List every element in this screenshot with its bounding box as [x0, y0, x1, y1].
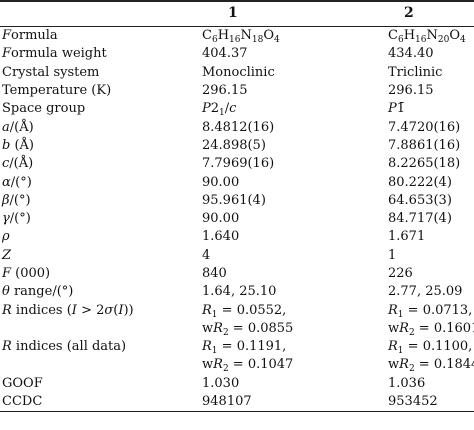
- header-compound-2: 2: [404, 5, 414, 21]
- table-row: F (000) 840 226: [0, 265, 474, 283]
- value-compound-2: R1 = 0.0713,: [388, 302, 473, 320]
- value-compound-2: 296.15: [388, 83, 434, 99]
- value-compound-1: 24.898(5): [202, 137, 266, 153]
- table-row: ρ 1.640 1.671: [0, 228, 474, 246]
- value-compound-2: 1.036: [388, 375, 426, 391]
- value-compound-1: 8.4812(16): [202, 119, 275, 135]
- value-compound-1: C6H16N18O4: [202, 28, 280, 46]
- value-compound-1: 4: [202, 247, 211, 263]
- value-compound-2: wR2 = 0.1844: [388, 357, 474, 375]
- table-row: γ/(°) 90.00 84.717(4): [0, 210, 474, 228]
- value-compound-1: 1.640: [202, 229, 240, 245]
- value-compound-1: wR2 = 0.1047: [202, 357, 294, 375]
- value-compound-2: 226: [388, 266, 413, 281]
- value-compound-1: P21/c: [202, 101, 237, 119]
- row-label: F (000): [2, 266, 51, 281]
- table-row: Space group P21/c P1̄: [0, 100, 474, 118]
- value-compound-1: 1.030: [202, 375, 240, 391]
- header-compound-1: 1: [228, 5, 238, 21]
- table-row: β/(°) 95.961(4) 64.653(3): [0, 192, 474, 210]
- value-compound-1: 404.37: [202, 46, 248, 62]
- row-label: [0, 356, 198, 374]
- header-row: 1 2: [0, 0, 474, 27]
- table-row: α/(°) 90.00 80.222(4): [0, 173, 474, 191]
- value-compound-2: 84.717(4): [388, 211, 452, 227]
- row-label: β/(°): [2, 192, 31, 208]
- table-row: Formula C6H16N18O4 C6H16N20O4: [0, 27, 474, 46]
- table-row: Z 4 1: [0, 247, 474, 265]
- row-label: ρ: [2, 229, 10, 245]
- table-row: R indices (I > 2σ(I)) R1 = 0.0552, R1 = 0.…: [0, 301, 474, 320]
- table-row: b (Å) 24.898(5) 7.8861(16): [0, 137, 474, 155]
- table-row: Crystal system Monoclinic Triclinic: [0, 64, 474, 82]
- row-label: c/(Å): [2, 156, 34, 172]
- row-label: Formula: [2, 28, 58, 44]
- value-compound-2: C6H16N20O4: [388, 28, 466, 46]
- value-compound-2: 7.4720(16): [388, 119, 461, 135]
- table-row: Formula weight 404.37 434.40: [0, 45, 474, 63]
- row-label: Formula weight: [2, 46, 107, 62]
- row-label: a/(Å): [2, 119, 34, 135]
- table-row: CCDC 948107 953452: [0, 393, 474, 412]
- row-label: [0, 320, 198, 338]
- value-compound-1: R1 = 0.0552,: [202, 302, 287, 320]
- row-label: R indices (I > 2σ(I)): [2, 302, 134, 318]
- table-row: wR2 = 0.1047 wR2 = 0.1844: [0, 356, 474, 374]
- header-blank: [0, 0, 198, 27]
- value-compound-1: 90.00: [202, 211, 240, 227]
- row-label: CCDC: [2, 394, 43, 410]
- value-compound-2: 7.8861(16): [388, 137, 461, 153]
- value-compound-2: 64.653(3): [388, 192, 452, 208]
- value-compound-2: 1: [388, 247, 397, 263]
- value-compound-1: 90.00: [202, 174, 240, 190]
- value-compound-2: wR2 = 0.1601: [388, 320, 474, 338]
- row-label: θ range/(°): [2, 284, 74, 300]
- row-label: R indices (all data): [2, 339, 127, 355]
- value-compound-2: Triclinic: [388, 64, 443, 80]
- value-compound-2: 1.671: [388, 229, 426, 245]
- value-compound-2: 8.2265(18): [388, 156, 461, 172]
- table-row: c/(Å) 7.7969(16) 8.2265(18): [0, 155, 474, 173]
- table-row: GOOF 1.030 1.036: [0, 375, 474, 393]
- table-row: θ range/(°) 1.64, 25.10 2.77, 25.09: [0, 283, 474, 301]
- table-row: a/(Å) 8.4812(16) 7.4720(16): [0, 118, 474, 136]
- value-compound-2: 2.77, 25.09: [388, 284, 463, 300]
- value-compound-1: 840: [202, 266, 227, 281]
- value-compound-1: 1.64, 25.10: [202, 284, 277, 300]
- row-label: γ/(°): [2, 211, 31, 227]
- value-compound-2: P1̄: [388, 101, 406, 117]
- value-compound-2: 953452: [388, 394, 438, 410]
- table-row: wR2 = 0.0855 wR2 = 0.1601: [0, 320, 474, 338]
- value-compound-1: 296.15: [202, 83, 248, 99]
- row-label: Crystal system: [2, 64, 100, 80]
- row-label: Space group: [2, 101, 86, 117]
- value-compound-1: Monoclinic: [202, 64, 275, 80]
- row-label: α/(°): [2, 174, 32, 190]
- row-label: Temperature (K): [2, 83, 112, 99]
- value-compound-1: R1 = 0.1191,: [202, 339, 287, 357]
- crystal-data-table: 1 2 Formula C6H16N18O4 C6H16N20O4 Formula w…: [0, 0, 474, 412]
- value-compound-2: R1 = 0.1100,: [388, 339, 473, 357]
- row-label: b (Å): [2, 137, 34, 153]
- value-compound-1: wR2 = 0.0855: [202, 320, 294, 338]
- top-rule: [0, 0, 474, 2]
- value-compound-2: 80.222(4): [388, 174, 452, 190]
- row-label: Z: [2, 247, 12, 263]
- value-compound-2: 434.40: [388, 46, 434, 62]
- table-row: Temperature (K) 296.15 296.15: [0, 82, 474, 100]
- value-compound-1: 7.7969(16): [202, 156, 275, 172]
- value-compound-1: 948107: [202, 394, 252, 410]
- value-compound-1: 95.961(4): [202, 192, 266, 208]
- table-row: R indices (all data) R1 = 0.1191, R1 = 0.1…: [0, 338, 474, 356]
- row-label: GOOF: [2, 375, 43, 391]
